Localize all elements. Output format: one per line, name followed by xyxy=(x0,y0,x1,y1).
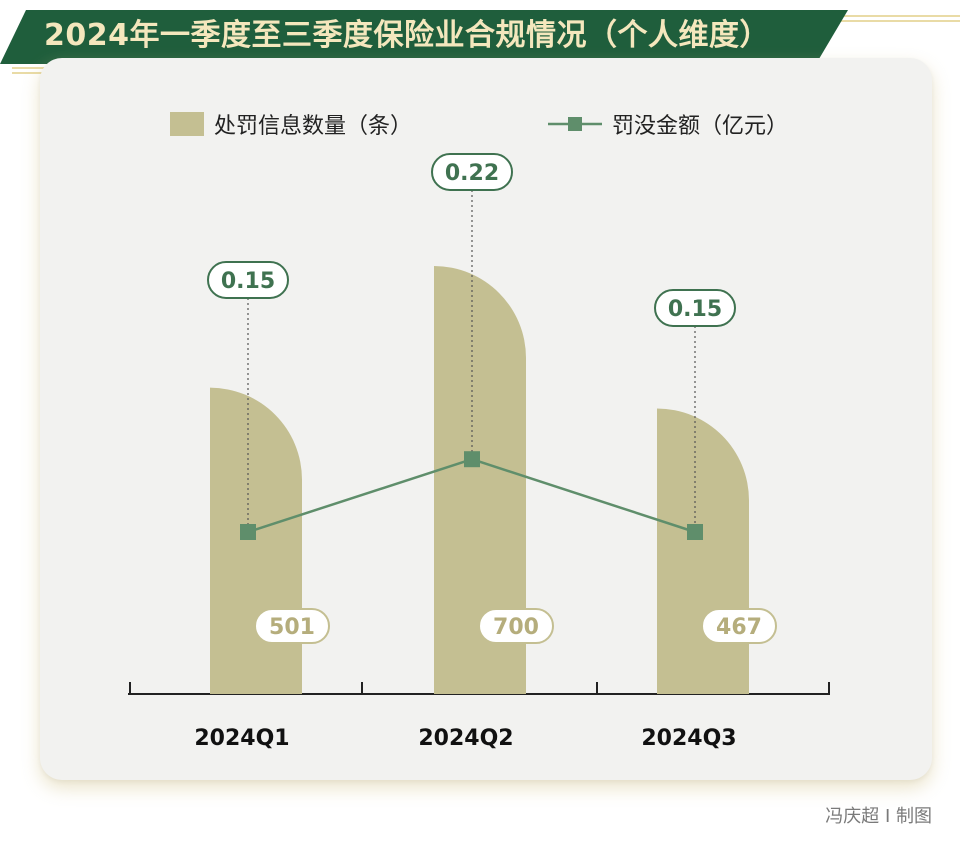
line-value-pill xyxy=(654,289,736,327)
legend-line-label: 罚没金额（亿元） xyxy=(612,114,788,139)
bar-2024Q2 xyxy=(434,266,526,694)
credit-text: 冯庆超 I 制图 xyxy=(825,806,932,827)
line-value-label: 0.22 xyxy=(445,161,499,186)
line-point-2024Q2 xyxy=(464,451,480,468)
line-point-2024Q1 xyxy=(240,524,256,540)
bar-2024Q3 xyxy=(657,408,750,694)
legend-bar-swatch xyxy=(170,112,204,136)
line-value-pill xyxy=(207,261,289,299)
bar-value-pill xyxy=(478,608,554,644)
line-value-pill xyxy=(431,153,513,191)
bar-value-pill xyxy=(701,608,777,644)
bar-value-label: 700 xyxy=(493,615,539,640)
x-tick-label: 2024Q1 xyxy=(194,726,289,751)
bar-value-pill xyxy=(254,608,330,644)
bar-value-label: 467 xyxy=(716,615,762,640)
bar-2024Q1 xyxy=(210,387,302,694)
bar-value-label: 501 xyxy=(269,615,315,640)
legend-bar-label: 处罚信息数量（条） xyxy=(214,114,412,139)
x-tick-label: 2024Q3 xyxy=(641,726,736,751)
line-value-label: 0.15 xyxy=(221,269,275,294)
chart-title: 2024年一季度至三季度保险业合规情况（个人维度） xyxy=(44,18,770,53)
line-point-2024Q3 xyxy=(687,524,703,540)
x-tick-label: 2024Q2 xyxy=(418,726,513,751)
line-value-label: 0.15 xyxy=(668,297,722,322)
legend-line-marker xyxy=(568,117,582,131)
